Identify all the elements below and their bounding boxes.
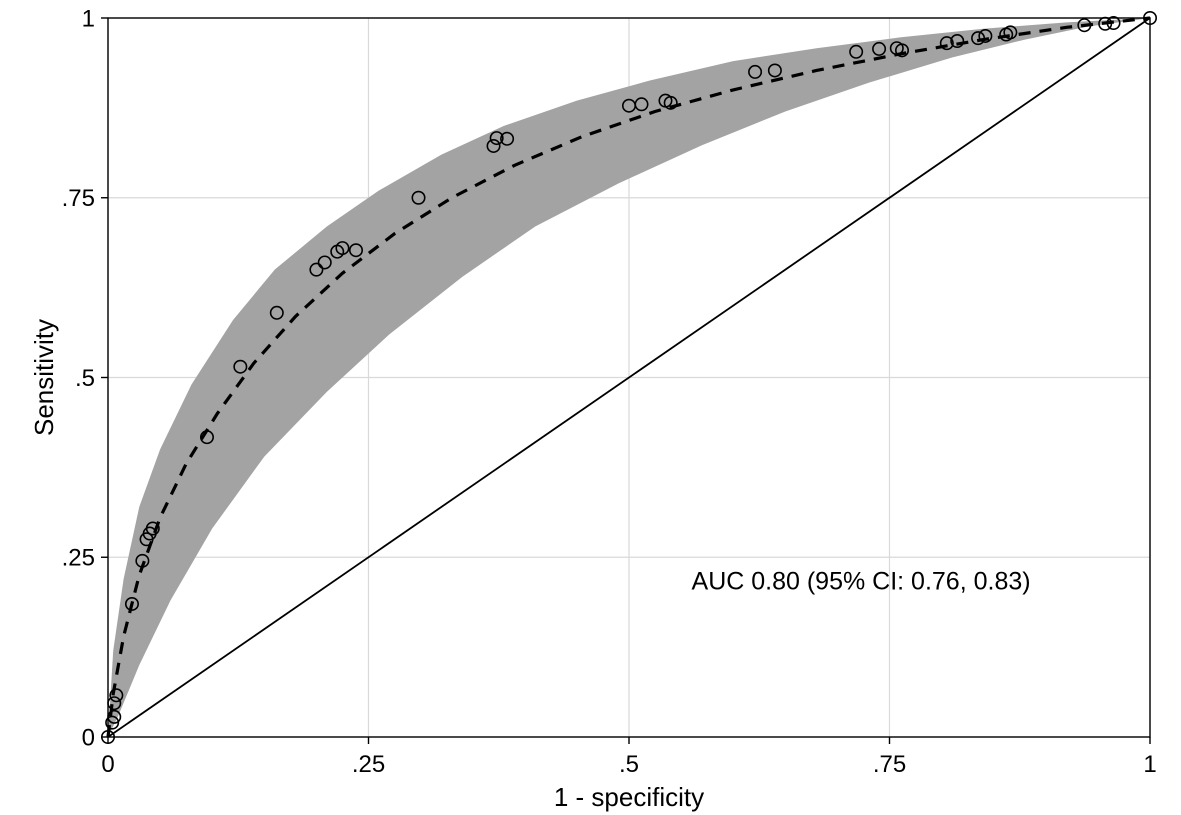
y-tick-label: .5 — [75, 365, 95, 392]
y-axis-label: Sensitivity — [29, 319, 59, 436]
y-tick-label: 0 — [82, 724, 95, 751]
x-tick-label: 1 — [1143, 751, 1156, 778]
roc-chart: 0 .25 .5 .75 1 1 - specificity 0 .25 .5 .75 1 Sensi… — [0, 0, 1181, 815]
x-tick-label: .75 — [873, 751, 906, 778]
auc-annotation: AUC 0.80 (95% CI: 0.76, 0.83) — [692, 568, 1031, 596]
y-tick-label: 1 — [82, 5, 95, 32]
x-tick-label: .5 — [619, 751, 639, 778]
roc-svg: 0 .25 .5 .75 1 1 - specificity 0 .25 .5 .75 1 Sensi… — [0, 0, 1181, 815]
y-tick-label: .25 — [62, 545, 95, 572]
y-tick-label: .75 — [62, 185, 95, 212]
x-tick-label: .25 — [352, 751, 385, 778]
x-tick-label: 0 — [101, 751, 114, 778]
x-axis-label: 1 - specificity — [554, 782, 704, 812]
